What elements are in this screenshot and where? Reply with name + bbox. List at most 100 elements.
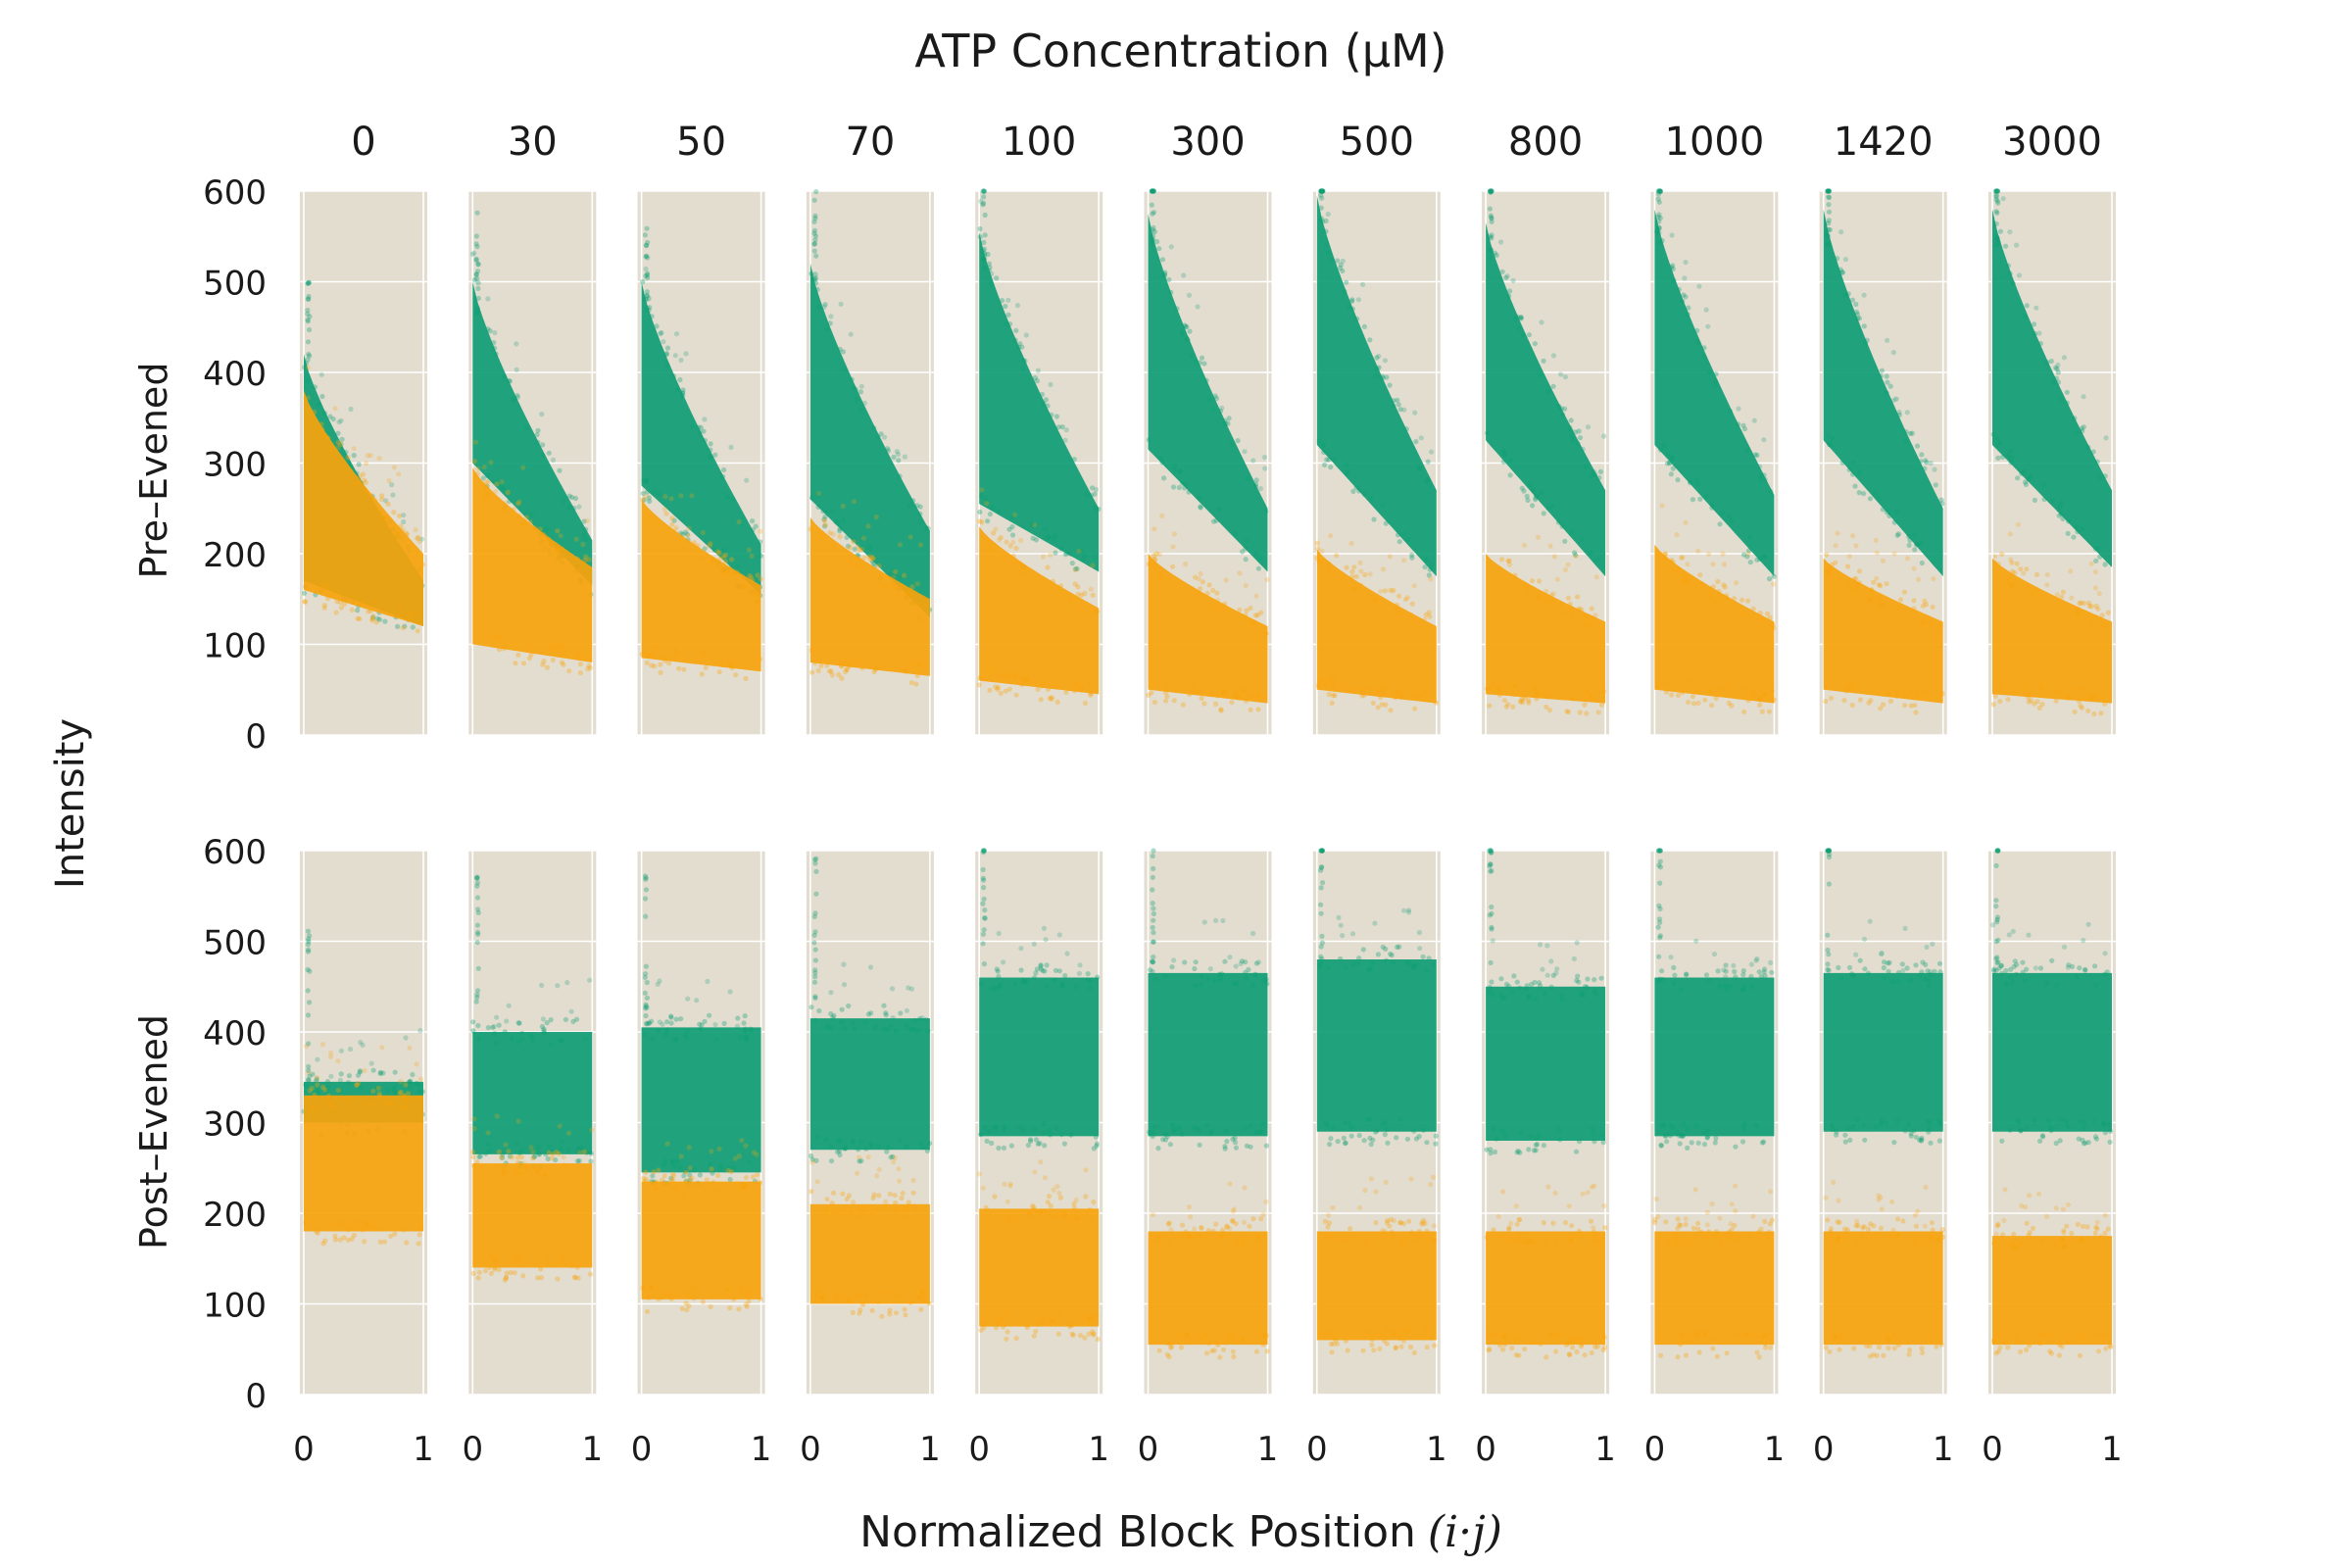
- data-point: [1654, 228, 1660, 235]
- data-point: [473, 233, 479, 239]
- data-point: [2082, 601, 2087, 607]
- data-point: [1590, 615, 1595, 621]
- data-point: [1342, 288, 1348, 295]
- data-point: [686, 1294, 692, 1299]
- data-point: [1747, 560, 1753, 565]
- data-point: [305, 280, 311, 286]
- data-point: [2079, 1330, 2084, 1336]
- data-point: [501, 486, 507, 492]
- data-point: [1423, 612, 1429, 617]
- panel-pre_evened-3000: [1988, 188, 2116, 736]
- data-point: [1562, 566, 1568, 573]
- data-point: [1995, 937, 2001, 944]
- data-point: [1885, 337, 1890, 343]
- data-point: [2014, 242, 2020, 248]
- data-point: [1828, 1226, 1834, 1232]
- data-point: [1771, 625, 1777, 631]
- data-point: [1012, 981, 1018, 987]
- data-point: [474, 995, 480, 1001]
- data-point: [1152, 1124, 1157, 1130]
- data-point: [892, 1193, 898, 1199]
- data-point: [1340, 933, 1346, 939]
- data-point: [1072, 581, 1078, 587]
- data-point: [1750, 606, 1756, 612]
- data-point: [1714, 598, 1720, 605]
- data-point: [574, 1264, 580, 1270]
- data-point: [1499, 996, 1505, 1002]
- data-point: [2037, 1331, 2044, 1337]
- data-point: [868, 554, 874, 560]
- data-point: [1320, 880, 1326, 886]
- data-point: [1577, 710, 1583, 715]
- data-point: [2009, 560, 2015, 565]
- data-point: [1733, 974, 1739, 980]
- data-point: [1150, 242, 1155, 248]
- data-point: [1759, 1140, 1765, 1146]
- data-point: [989, 1140, 995, 1147]
- data-point: [847, 663, 853, 669]
- data-point: [474, 306, 480, 312]
- data-point: [341, 1235, 347, 1241]
- data-point: [1908, 1133, 1914, 1139]
- data-point: [743, 1033, 750, 1039]
- data-point: [917, 519, 923, 525]
- data-point: [1243, 969, 1249, 976]
- data-point: [1326, 566, 1332, 572]
- data-point: [535, 1169, 541, 1175]
- data-point: [405, 1091, 412, 1097]
- data-point: [1226, 1336, 1232, 1342]
- data-point: [828, 1158, 835, 1164]
- data-point: [1669, 567, 1675, 574]
- data-point: [1550, 591, 1556, 597]
- data-point: [1907, 687, 1913, 694]
- data-point: [2044, 571, 2050, 578]
- data-point: [1215, 507, 1221, 513]
- data-point: [1991, 1241, 1997, 1247]
- data-point: [1922, 598, 1928, 605]
- data-point: [389, 1101, 395, 1106]
- data-point: [1994, 1223, 2000, 1229]
- data-point: [691, 1167, 697, 1173]
- data-point: [1592, 1139, 1597, 1145]
- data-point: [1562, 374, 1568, 380]
- data-point: [822, 523, 828, 529]
- data-point: [996, 930, 1002, 937]
- data-point: [644, 995, 651, 1001]
- data-point: [1879, 1120, 1885, 1126]
- data-point: [315, 1091, 320, 1097]
- data-point: [700, 529, 707, 536]
- data-point: [1040, 967, 1046, 974]
- data-point: [1878, 373, 1884, 379]
- data-point: [655, 1027, 662, 1033]
- data-point: [1851, 576, 1857, 582]
- data-point: [1488, 861, 1494, 867]
- data-point: [1384, 1328, 1390, 1334]
- data-point: [483, 1151, 489, 1156]
- data-point: [415, 550, 420, 556]
- data-point: [1994, 955, 2000, 960]
- data-point: [1325, 250, 1331, 256]
- data-point: [2065, 1331, 2071, 1338]
- data-point: [1675, 1225, 1681, 1231]
- data-point: [1868, 1221, 1874, 1227]
- data-point: [2065, 1123, 2071, 1129]
- data-point: [987, 687, 993, 693]
- data-point: [1919, 1135, 1925, 1141]
- data-point: [659, 1295, 664, 1300]
- data-point: [1826, 241, 1832, 248]
- data-point: [1995, 959, 2001, 965]
- data-point: [1869, 587, 1875, 593]
- data-point: [1335, 1139, 1341, 1145]
- data-point: [1757, 616, 1764, 623]
- data-point: [1019, 344, 1025, 350]
- data-point: [1657, 858, 1663, 864]
- data-point: [1697, 496, 1703, 502]
- data-point: [553, 1157, 559, 1163]
- data-point: [646, 1020, 652, 1026]
- data-point: [1501, 1334, 1507, 1341]
- data-point: [474, 275, 480, 281]
- data-point: [500, 1169, 506, 1175]
- data-point: [885, 448, 892, 454]
- y-tick-label: 400: [203, 355, 267, 394]
